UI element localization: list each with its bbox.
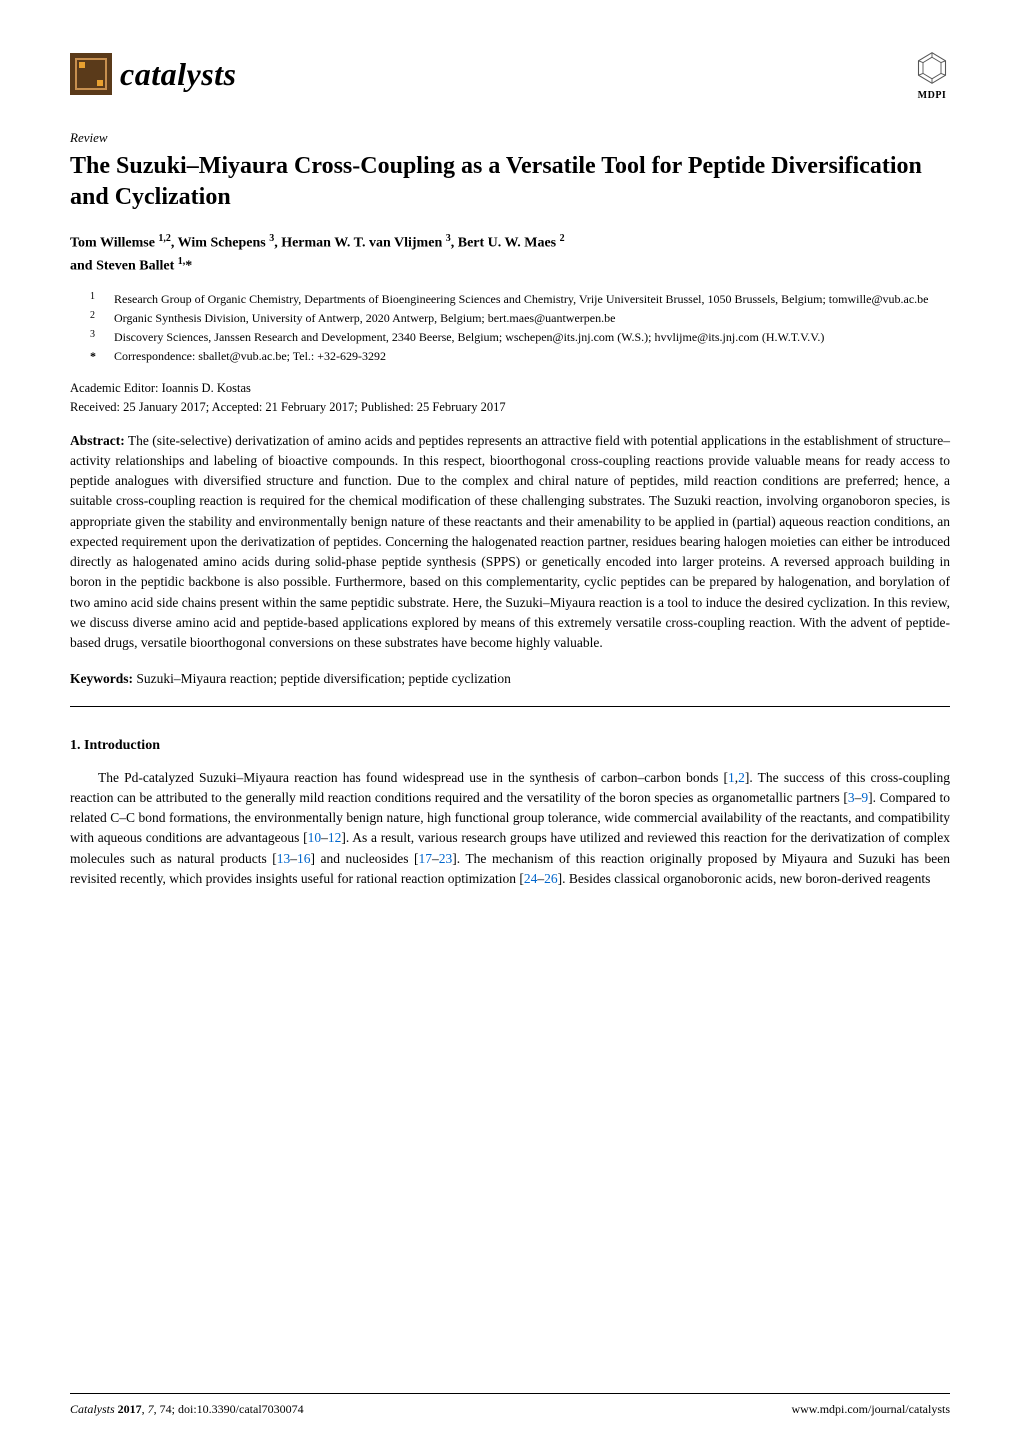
author-name: Tom Willemse [70, 236, 158, 251]
author-name: , Bert U. W. Maes [451, 236, 560, 251]
abstract-text: The (site-selective) derivatization of a… [70, 433, 950, 651]
article-dates: Received: 25 January 2017; Accepted: 21 … [70, 398, 950, 417]
ref-link[interactable]: 16 [297, 851, 311, 866]
ref-link[interactable]: 26 [544, 871, 558, 886]
body-text: – [432, 851, 439, 866]
ref-link[interactable]: 24 [524, 871, 538, 886]
article-title: The Suzuki–Miyaura Cross-Coupling as a V… [70, 151, 950, 213]
affiliation-text: Organic Synthesis Division, University o… [114, 309, 950, 327]
footer-citation: Catalysts 2017, 7, 74; doi:10.3390/catal… [70, 1400, 304, 1418]
footer-page: 74 [160, 1402, 172, 1416]
keywords-label: Keywords: [70, 671, 133, 686]
author-name: and Steven Ballet [70, 258, 178, 273]
author-affil-sup: 1,2 [158, 233, 171, 244]
keywords-section: Keywords: Suzuki–Miyaura reaction; pepti… [70, 669, 950, 689]
abstract-label: Abstract: [70, 433, 125, 448]
ref-link[interactable]: 17 [419, 851, 433, 866]
footer-url: www.mdpi.com/journal/catalysts [791, 1400, 950, 1418]
correspondence-text: Correspondence: sballet@vub.ac.be; Tel.:… [114, 347, 950, 365]
footer-journal: Catalysts [70, 1402, 115, 1416]
ref-link[interactable]: 10 [308, 830, 322, 845]
affiliation-num: 2 [90, 308, 100, 326]
corresponding-star: * [185, 258, 192, 273]
body-text: The Pd-catalyzed Suzuki–Miyaura reaction… [98, 770, 728, 785]
authors-list: Tom Willemse 1,2, Wim Schepens 3, Herman… [70, 231, 950, 276]
ref-link[interactable]: 1 [728, 770, 735, 785]
journal-logo: catalysts [70, 50, 236, 98]
section-divider [70, 706, 950, 707]
body-text: ] and nucleosides [ [311, 851, 419, 866]
affiliation-row: 3 Discovery Sciences, Janssen Research a… [70, 328, 950, 346]
publisher-logo: MDPI [914, 50, 950, 103]
journal-icon [70, 53, 112, 95]
affiliation-num: 1 [90, 289, 100, 307]
affiliation-row: 1 Research Group of Organic Chemistry, D… [70, 290, 950, 308]
ref-link[interactable]: 2 [738, 770, 745, 785]
ref-link[interactable]: 3 [848, 790, 855, 805]
footer-year: 2017 [118, 1402, 142, 1416]
page-footer: Catalysts 2017, 7, 74; doi:10.3390/catal… [70, 1393, 950, 1418]
body-text: – [321, 830, 328, 845]
affiliation-row: 2 Organic Synthesis Division, University… [70, 309, 950, 327]
editorial-info: Academic Editor: Ioannis D. Kostas Recei… [70, 379, 950, 417]
author-affil-sup: 2 [560, 233, 565, 244]
publisher-name: MDPI [918, 88, 947, 103]
affiliation-text: Discovery Sciences, Janssen Research and… [114, 328, 950, 346]
correspondence-star: * [90, 347, 100, 365]
body-paragraph: The Pd-catalyzed Suzuki–Miyaura reaction… [70, 768, 950, 890]
academic-editor: Academic Editor: Ioannis D. Kostas [70, 379, 950, 398]
affiliations-block: 1 Research Group of Organic Chemistry, D… [70, 290, 950, 365]
footer-doi: doi:10.3390/catal7030074 [178, 1402, 304, 1416]
affiliation-text: Research Group of Organic Chemistry, Dep… [114, 290, 950, 308]
body-text: ]. Besides classical organoboronic acids… [558, 871, 931, 886]
mdpi-hex-icon [914, 50, 950, 86]
affiliation-num: 3 [90, 327, 100, 345]
author-name: , Wim Schepens [171, 236, 269, 251]
ref-link[interactable]: 23 [439, 851, 453, 866]
section-heading: 1. Introduction [70, 735, 950, 756]
keywords-text: Suzuki–Miyaura reaction; peptide diversi… [133, 671, 511, 686]
header-row: catalysts MDPI [70, 50, 950, 103]
author-name: , Herman W. T. van Vlijmen [274, 236, 446, 251]
abstract-section: Abstract: The (site-selective) derivatiz… [70, 431, 950, 654]
article-type: Review [70, 128, 950, 148]
ref-link[interactable]: 13 [277, 851, 291, 866]
affiliation-row: * Correspondence: sballet@vub.ac.be; Tel… [70, 347, 950, 365]
journal-name: catalysts [120, 50, 236, 98]
ref-link[interactable]: 12 [328, 830, 342, 845]
